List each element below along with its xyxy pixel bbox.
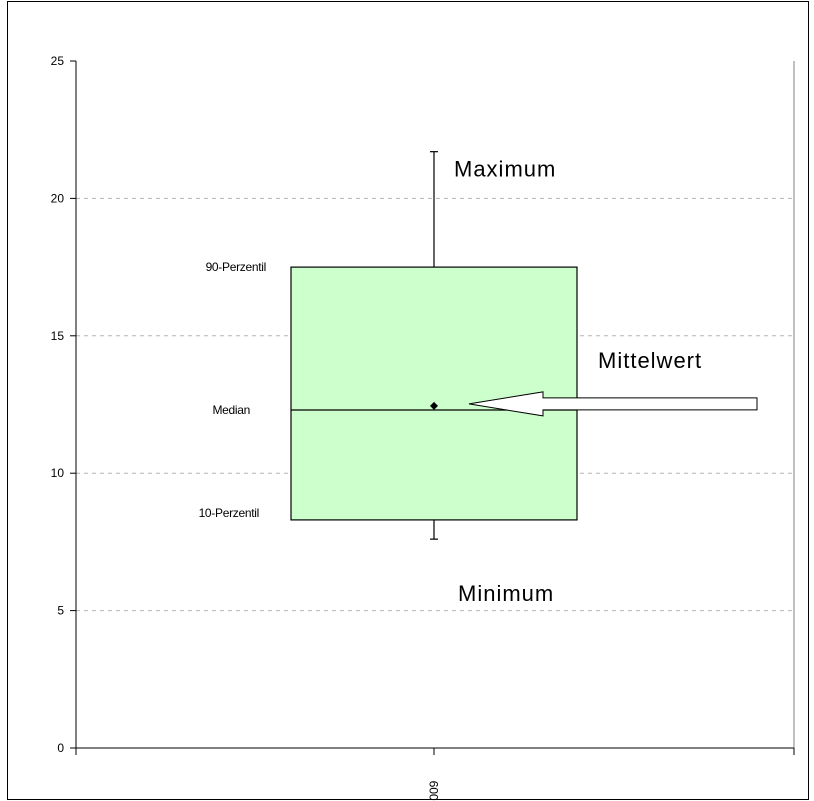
minimum-label: Minimum	[458, 581, 554, 606]
y-tick-label-15: 15	[51, 329, 65, 343]
y-tick-label-10: 10	[51, 466, 65, 480]
y-tick-label-20: 20	[51, 191, 65, 205]
x-tick-label-2009: 2009	[427, 780, 441, 801]
mean-marker	[430, 401, 438, 410]
y-tick-label-5: 5	[57, 604, 64, 618]
mean-label: Mittelwert	[598, 348, 702, 373]
y-tick-label-0: 0	[57, 741, 64, 755]
p10-label: 10-Perzentil	[199, 506, 259, 520]
mean-arrow	[468, 391, 758, 417]
p90-label: 90-Perzentil	[206, 260, 266, 274]
median-label: Median	[212, 403, 250, 417]
box-plot	[290, 151, 578, 540]
y-axis-ticks: 0 5 10 15 20 25	[51, 54, 435, 755]
y-tick-label-25: 25	[51, 54, 65, 68]
maximum-label: Maximum	[454, 157, 556, 182]
interquantile-box	[290, 266, 578, 521]
